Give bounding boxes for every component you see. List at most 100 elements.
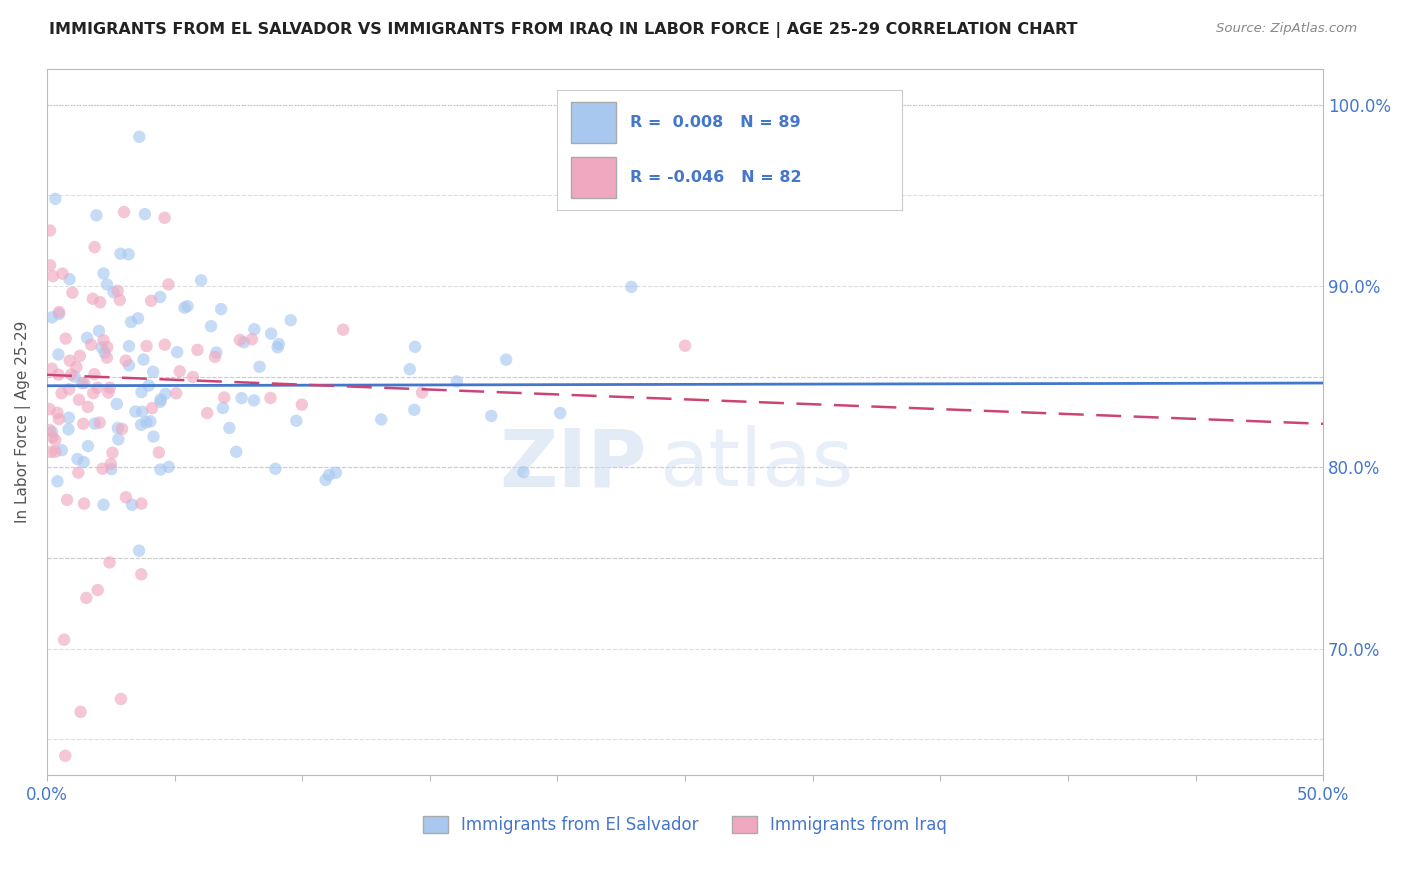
Point: [121, 498, 143, 512]
Point: [53, 748, 76, 763]
Point: [38, 402, 60, 417]
Point: [280, 313, 302, 327]
Point: [148, 445, 170, 459]
Point: [212, 401, 235, 415]
Point: [86, 381, 108, 395]
Point: [83, 417, 105, 431]
Point: [100, 462, 122, 476]
Point: [266, 340, 288, 354]
Point: [212, 391, 235, 405]
Point: [39, 445, 62, 459]
Point: [139, 414, 162, 428]
Point: [87, 324, 110, 338]
Point: [153, 337, 176, 351]
Point: [66, 452, 89, 467]
Point: [195, 406, 218, 420]
Point: [673, 339, 696, 353]
Point: [186, 343, 208, 357]
Y-axis label: In Labor Force | Age 25-29: In Labor Force | Age 25-29: [15, 321, 31, 524]
Point: [134, 207, 156, 221]
Point: [120, 315, 142, 329]
Point: [97, 385, 120, 400]
Point: [70, 376, 93, 391]
Point: [46, 475, 69, 489]
Point: [332, 323, 354, 337]
Point: [69, 349, 91, 363]
Point: [101, 446, 124, 460]
Point: [89, 295, 111, 310]
Point: [404, 340, 426, 354]
Point: [232, 335, 254, 350]
Point: [131, 497, 153, 511]
Point: [264, 462, 287, 476]
Point: [479, 409, 502, 423]
Point: [118, 359, 141, 373]
Point: [132, 352, 155, 367]
Point: [398, 362, 420, 376]
Point: [218, 421, 240, 435]
Point: [91, 462, 114, 476]
Point: [108, 293, 131, 307]
Point: [404, 402, 426, 417]
Point: [96, 340, 118, 354]
Point: [112, 205, 135, 219]
Point: [67, 392, 90, 407]
Point: [38, 423, 60, 437]
Point: [131, 385, 153, 400]
Point: [60, 368, 83, 382]
Point: [149, 392, 172, 407]
Point: [96, 351, 118, 365]
Point: [229, 333, 252, 347]
Point: [63, 369, 86, 384]
Point: [46, 406, 69, 420]
Point: [114, 353, 136, 368]
Point: [48, 368, 70, 382]
Point: [231, 391, 253, 405]
Point: [325, 466, 347, 480]
Point: [41, 361, 63, 376]
Point: [48, 305, 70, 319]
Point: [83, 240, 105, 254]
Point: [76, 400, 98, 414]
Point: [291, 398, 314, 412]
Point: [41, 310, 63, 325]
Point: [39, 258, 62, 272]
Point: [110, 246, 132, 260]
Point: [82, 292, 104, 306]
Point: [93, 334, 115, 348]
Point: [200, 319, 222, 334]
Point: [44, 433, 66, 447]
Point: [157, 277, 180, 292]
Point: [98, 381, 121, 395]
Point: [41, 430, 63, 444]
Point: [240, 332, 263, 346]
Point: [142, 429, 165, 443]
Point: [124, 404, 146, 418]
Point: [128, 129, 150, 144]
Point: [181, 370, 204, 384]
Point: [107, 421, 129, 435]
Point: [65, 360, 87, 375]
Point: [117, 247, 139, 261]
Point: [48, 347, 70, 361]
Point: [166, 345, 188, 359]
Point: [165, 386, 187, 401]
Point: [135, 339, 157, 353]
Point: [204, 350, 226, 364]
Point: [243, 322, 266, 336]
Point: [129, 417, 152, 432]
Point: [93, 498, 115, 512]
Point: [75, 591, 97, 605]
Point: [118, 339, 141, 353]
Point: [86, 208, 108, 222]
Point: [260, 326, 283, 341]
Point: [548, 406, 571, 420]
Text: ZIP: ZIP: [499, 425, 647, 503]
Point: [100, 457, 122, 471]
Point: [48, 412, 70, 426]
Point: [96, 277, 118, 292]
Point: [60, 285, 83, 300]
Point: [107, 433, 129, 447]
Point: [56, 492, 79, 507]
Point: [169, 364, 191, 378]
